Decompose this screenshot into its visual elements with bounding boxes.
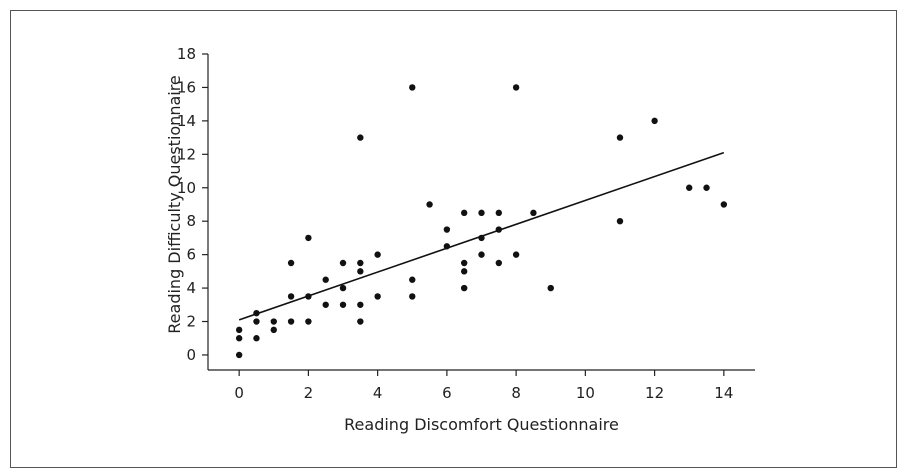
x-tick-label: 12 — [645, 384, 664, 402]
x-tick-label: 2 — [304, 384, 314, 402]
y-tick-label: 16 — [177, 78, 196, 96]
data-point — [530, 209, 537, 217]
data-point — [443, 226, 451, 233]
data-point — [339, 301, 347, 308]
figure-frame — [10, 10, 897, 468]
data-point — [305, 318, 312, 325]
data-point — [253, 335, 260, 342]
x-tick-label: 6 — [442, 384, 452, 402]
data-point — [460, 259, 468, 267]
data-point — [443, 243, 451, 250]
data-point — [478, 209, 485, 217]
data-point — [495, 209, 503, 217]
data-point — [703, 184, 710, 191]
data-point — [495, 259, 503, 267]
data-point — [478, 234, 485, 242]
data-point — [235, 335, 243, 342]
data-points-layer — [235, 84, 728, 359]
data-point — [686, 184, 693, 191]
data-point — [305, 293, 312, 300]
data-point — [357, 259, 364, 267]
data-point — [616, 134, 624, 141]
data-point — [287, 318, 295, 325]
y-axis: 0 2 4 6 8 10 12 14 16 18 — [177, 45, 209, 370]
data-point — [374, 251, 381, 258]
data-point — [426, 201, 433, 208]
data-point — [357, 318, 364, 325]
y-tick-label: 8 — [186, 212, 196, 230]
data-point — [720, 201, 728, 208]
y-tick-label: 14 — [177, 112, 196, 130]
data-point — [409, 84, 416, 91]
x-axis-label: Reading Discomfort Questionnaire — [344, 415, 619, 434]
data-point — [357, 268, 364, 275]
x-tick-label: 14 — [714, 384, 733, 402]
data-point — [287, 293, 295, 300]
data-point — [478, 251, 485, 258]
data-point — [460, 209, 468, 217]
data-point — [287, 259, 295, 267]
x-tick-label: 10 — [576, 384, 595, 402]
x-tick-label: 0 — [234, 384, 244, 402]
data-point — [253, 318, 260, 325]
data-point — [495, 226, 503, 233]
x-tick-label: 8 — [511, 384, 521, 402]
y-tick-label: 4 — [186, 279, 196, 297]
y-tick-label: 12 — [177, 145, 196, 163]
data-point — [374, 293, 381, 300]
data-point — [460, 268, 468, 275]
x-tick-label: 4 — [373, 384, 383, 402]
data-point — [357, 301, 364, 308]
data-point — [357, 134, 364, 141]
data-point — [339, 284, 347, 292]
data-point — [339, 259, 347, 267]
y-tick-label: 0 — [186, 346, 196, 364]
data-point — [512, 84, 520, 91]
data-point — [616, 217, 624, 225]
data-point — [235, 351, 243, 359]
data-point — [322, 276, 329, 283]
data-point — [305, 234, 312, 242]
y-tick-label: 6 — [186, 246, 196, 264]
y-tick-label: 2 — [186, 313, 196, 331]
y-tick-label: 18 — [177, 45, 196, 63]
data-point — [270, 318, 277, 325]
data-point — [547, 284, 554, 292]
data-point — [512, 251, 520, 258]
data-point — [322, 301, 329, 308]
data-point — [409, 293, 416, 300]
data-point — [270, 326, 277, 334]
data-point — [253, 309, 260, 317]
x-axis: 0 2 4 6 8 10 12 14 — [208, 369, 755, 402]
data-point — [235, 326, 243, 334]
data-point — [409, 276, 416, 283]
data-point — [651, 117, 658, 125]
data-point — [460, 284, 468, 292]
y-tick-label: 10 — [177, 179, 196, 197]
y-axis-label: Reading Difficulty Questionnaire — [165, 75, 184, 334]
